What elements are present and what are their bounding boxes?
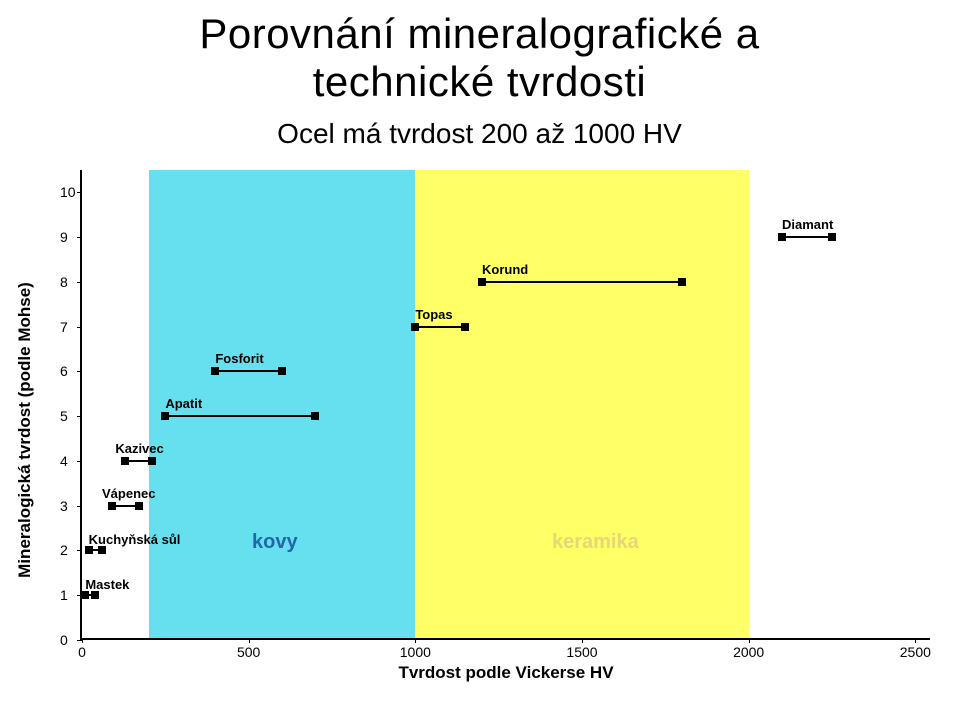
mineral-marker-korund — [478, 278, 486, 286]
xtick-label: 0 — [78, 644, 86, 660]
mineral-marker-fosforit — [278, 367, 286, 375]
mineral-label-kazivec: Kazivec — [115, 441, 163, 456]
mineral-marker-apatit — [161, 412, 169, 420]
mineral-label-vápenec: Vápenec — [102, 486, 155, 501]
xtick-mark — [415, 638, 416, 643]
mineral-range-diamant — [782, 236, 832, 238]
mineral-label-diamant: Diamant — [782, 217, 833, 232]
mineral-marker-korund — [678, 278, 686, 286]
xtick-mark — [82, 638, 83, 643]
ytick-mark — [77, 550, 82, 551]
xtick-label: 1500 — [566, 644, 597, 660]
ytick-mark — [77, 237, 82, 238]
mineral-label-kuchyňská sůl: Kuchyňská sůl — [89, 532, 181, 547]
ytick-label: 10 — [60, 184, 76, 200]
ytick-mark — [77, 506, 82, 507]
ytick-mark — [77, 282, 82, 283]
chart: Mineralogická tvrdost (podle Mohse) Tvrd… — [30, 170, 940, 690]
mineral-marker-kazivec — [148, 457, 156, 465]
xtick-mark — [249, 638, 250, 643]
mineral-marker-kuchyňská sůl — [98, 546, 106, 554]
mineral-marker-topas — [461, 323, 469, 331]
ytick-mark — [77, 371, 82, 372]
ytick-mark — [77, 192, 82, 193]
ytick-label: 7 — [60, 319, 68, 335]
y-axis-label: Mineralogická tvrdost (podle Mohse) — [15, 282, 35, 578]
mineral-marker-apatit — [311, 412, 319, 420]
title-line-1: Porovnání mineralografické a — [0, 10, 959, 58]
ytick-label: 8 — [60, 274, 68, 290]
mineral-marker-kuchyňská sůl — [85, 546, 93, 554]
ytick-mark — [77, 461, 82, 462]
ytick-mark — [77, 416, 82, 417]
mineral-label-fosforit: Fosforit — [215, 351, 263, 366]
ytick-label: 1 — [60, 587, 68, 603]
title-line-2: technické tvrdosti — [0, 58, 959, 106]
xtick-label: 500 — [237, 644, 260, 660]
mineral-marker-kazivec — [121, 457, 129, 465]
mineral-marker-vápenec — [135, 502, 143, 510]
mineral-label-topas: Topas — [415, 307, 452, 322]
ytick-label: 3 — [60, 498, 68, 514]
xtick-mark — [749, 638, 750, 643]
mineral-label-mastek: Mastek — [85, 577, 129, 592]
ytick-label: 2 — [60, 542, 68, 558]
ytick-label: 6 — [60, 363, 68, 379]
mineral-range-fosforit — [215, 370, 282, 372]
xtick-label: 2500 — [900, 644, 931, 660]
band-label-keramika: keramika — [552, 531, 639, 554]
mineral-range-apatit — [165, 415, 315, 417]
mineral-range-topas — [415, 326, 465, 328]
mineral-label-korund: Korund — [482, 262, 528, 277]
mineral-label-apatit: Apatit — [165, 396, 202, 411]
subtitle: Ocel má tvrdost 200 až 1000 HV — [0, 118, 959, 150]
ytick-label: 0 — [60, 632, 68, 648]
xtick-mark — [915, 638, 916, 643]
mineral-marker-diamant — [828, 233, 836, 241]
band-keramika — [415, 170, 748, 638]
mineral-marker-fosforit — [211, 367, 219, 375]
mineral-marker-vápenec — [108, 502, 116, 510]
xtick-label: 2000 — [733, 644, 764, 660]
band-label-kovy: kovy — [252, 531, 298, 554]
ytick-label: 9 — [60, 229, 68, 245]
ytick-label: 5 — [60, 408, 68, 424]
title-block: Porovnání mineralografické a technické t… — [0, 0, 959, 150]
x-axis-label: Tvrdost podle Vickerse HV — [398, 663, 613, 683]
plot-area: Tvrdost podle Vickerse HV kovykeramika01… — [80, 170, 930, 640]
page: Porovnání mineralografické a technické t… — [0, 0, 959, 710]
mineral-marker-diamant — [778, 233, 786, 241]
ytick-mark — [77, 327, 82, 328]
xtick-label: 1000 — [400, 644, 431, 660]
mineral-marker-topas — [411, 323, 419, 331]
ytick-label: 4 — [60, 453, 68, 469]
mineral-marker-mastek — [91, 591, 99, 599]
mineral-range-korund — [482, 281, 682, 283]
mineral-marker-mastek — [81, 591, 89, 599]
xtick-mark — [582, 638, 583, 643]
